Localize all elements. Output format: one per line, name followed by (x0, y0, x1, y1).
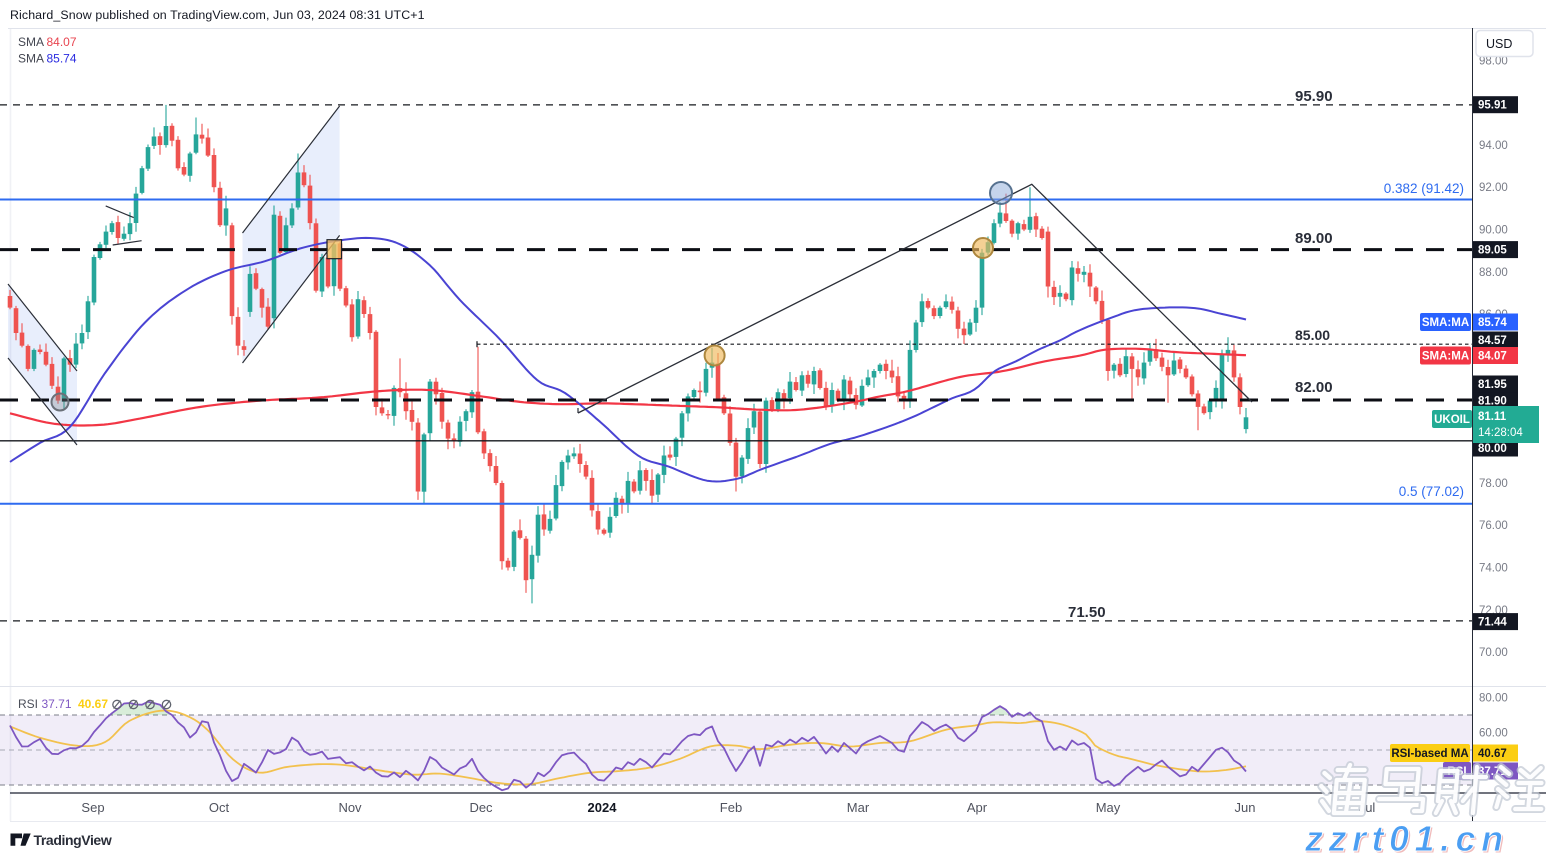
svg-text:89.05: 89.05 (1478, 245, 1507, 257)
svg-text:84.57: 84.57 (1478, 335, 1507, 347)
svg-text:14:28:04: 14:28:04 (1478, 427, 1523, 439)
svg-text:Nov: Nov (338, 800, 362, 815)
svg-text:80.00: 80.00 (1478, 443, 1507, 455)
svg-text:90.00: 90.00 (1479, 225, 1508, 237)
svg-text:40.67: 40.67 (1478, 748, 1507, 760)
svg-text:78.00: 78.00 (1479, 478, 1508, 490)
svg-text:May: May (1096, 800, 1121, 815)
svg-text:Sep: Sep (81, 800, 104, 815)
svg-text:84.07: 84.07 (47, 35, 77, 49)
svg-text:2024: 2024 (588, 800, 618, 815)
svg-text:85.74: 85.74 (1478, 317, 1507, 329)
svg-text:Apr: Apr (967, 800, 988, 815)
svg-text:81.95: 81.95 (1478, 379, 1507, 391)
svg-text:82.00: 82.00 (1295, 379, 1333, 396)
svg-text:SMA:MA: SMA:MA (1422, 317, 1469, 329)
svg-text:UKOIL: UKOIL (1434, 414, 1470, 426)
svg-text:Dec: Dec (469, 800, 493, 815)
svg-text:0.5 (77.02): 0.5 (77.02) (1399, 484, 1464, 499)
svg-text:Mar: Mar (847, 800, 870, 815)
svg-text:70.00: 70.00 (1479, 647, 1508, 659)
svg-text:RSI-based MA: RSI-based MA (1391, 748, 1468, 760)
svg-text:71.50: 71.50 (1068, 604, 1106, 621)
svg-text:USD: USD (1486, 37, 1512, 51)
svg-text:92.00: 92.00 (1479, 182, 1508, 194)
svg-text:94.00: 94.00 (1479, 140, 1508, 152)
svg-text:81.90: 81.90 (1478, 396, 1507, 408)
svg-text:TradingView: TradingView (34, 832, 112, 848)
svg-text:Oct: Oct (209, 800, 230, 815)
svg-text:85.00: 85.00 (1295, 327, 1330, 343)
svg-text:89.00: 89.00 (1295, 230, 1333, 247)
svg-text:88.00: 88.00 (1479, 267, 1508, 279)
svg-text:95.90: 95.90 (1295, 88, 1333, 105)
svg-text:95.91: 95.91 (1478, 100, 1507, 112)
svg-text:40.67: 40.67 (78, 697, 108, 711)
svg-text:zzrt01.cn: zzrt01.cn (1304, 818, 1509, 857)
svg-text:SMA: SMA (18, 52, 44, 66)
svg-text:74.00: 74.00 (1479, 563, 1508, 575)
svg-text:0.382 (91.42): 0.382 (91.42) (1384, 181, 1464, 196)
svg-text:RSI: RSI (18, 697, 38, 711)
svg-text:81.11: 81.11 (1478, 411, 1507, 423)
svg-text:80.00: 80.00 (1479, 693, 1508, 705)
svg-text:37.71: 37.71 (42, 697, 72, 711)
svg-text:Jun: Jun (1235, 800, 1256, 815)
svg-text:Feb: Feb (720, 800, 742, 815)
svg-text:98.00: 98.00 (1479, 56, 1508, 68)
svg-text:zzrt01.cn: zzrt01.cn (1306, 820, 1511, 857)
svg-text:Richard_Snow published on Trad: Richard_Snow published on TradingView.co… (10, 8, 425, 22)
svg-text:84.07: 84.07 (1478, 351, 1507, 363)
svg-text:76.00: 76.00 (1479, 520, 1508, 532)
svg-text:SMA: SMA (18, 35, 44, 49)
svg-text:SMA:MA: SMA:MA (1422, 351, 1469, 363)
svg-text:60.00: 60.00 (1479, 728, 1508, 740)
svg-text:71.44: 71.44 (1478, 617, 1507, 629)
svg-text:85.74: 85.74 (47, 52, 77, 66)
